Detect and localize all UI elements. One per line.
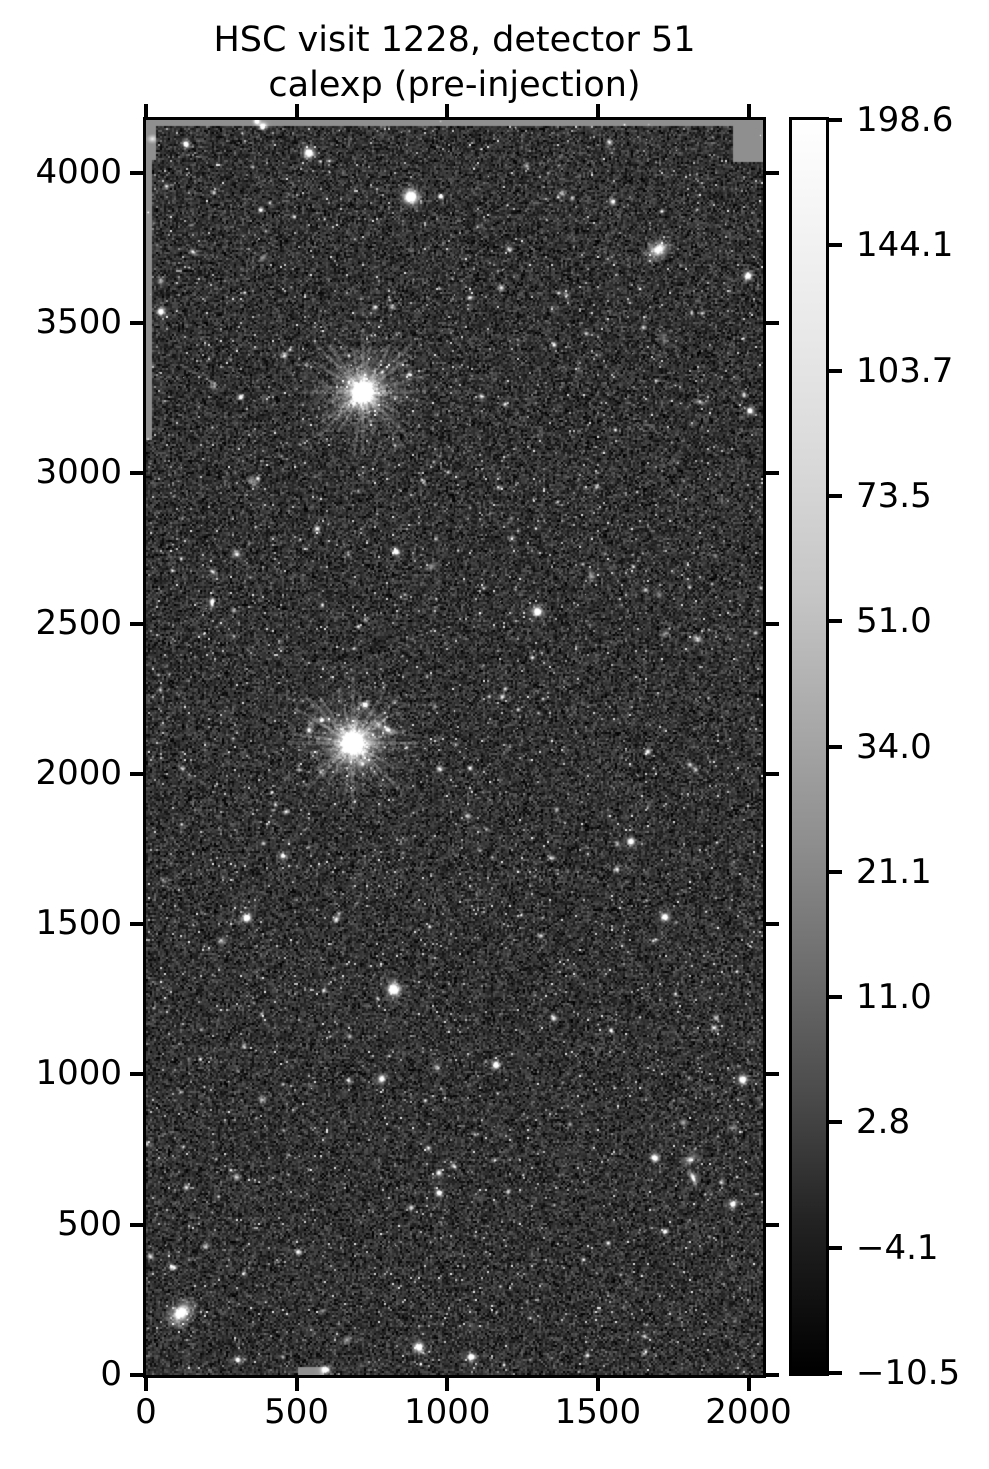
colorbar-tick-label: 198.6 [856,100,954,140]
y-tick-right [766,321,779,326]
colorbar-tick-label: −10.5 [856,1353,961,1393]
y-tick-label: 3000 [35,452,122,493]
x-tick [746,1378,751,1391]
y-tick-right [766,1373,779,1377]
x-tick [294,1378,299,1391]
colorbar-tick-label: 2.8 [856,1102,911,1143]
colorbar-tick [829,995,842,1000]
x-tick-top [144,104,148,117]
y-tick [130,621,143,626]
y-tick-label: 4000 [35,151,122,192]
colorbar-tick-label: 144.1 [856,225,954,266]
y-tick-label: 2000 [35,752,122,793]
x-tick [445,1378,450,1391]
x-tick-top [445,104,450,117]
y-tick-right [766,922,779,927]
colorbar-tick [829,493,842,498]
x-tick-top [595,104,600,117]
y-tick-right [766,1072,779,1077]
y-tick-right [766,471,779,476]
y-tick [130,922,143,927]
x-tick-label: 500 [264,1392,330,1432]
plot-title-line2: calexp (pre-injection) [268,65,641,105]
plot-title: HSC visit 1228, detector 51 calexp (pre-… [146,18,763,108]
y-tick-right [766,1222,779,1227]
colorbar-tick [829,118,842,122]
y-tick-right [766,170,779,175]
colorbar-gradient [792,120,826,1373]
y-tick [130,170,143,175]
x-tick-top [746,104,751,117]
y-tick [130,1072,143,1077]
colorbar-tick [829,243,842,248]
colorbar-tick [829,368,842,373]
x-tick-label: 2000 [705,1392,792,1432]
plot-title-line1: HSC visit 1228, detector 51 [213,20,696,60]
colorbar-tick-label: −4.1 [856,1227,939,1268]
colorbar-tick [829,1371,842,1375]
colorbar-tick [829,744,842,749]
colorbar [789,117,829,1376]
x-tick-label: 1000 [404,1392,491,1432]
x-tick [595,1378,600,1391]
y-tick-label: 500 [57,1203,122,1244]
x-tick-top [294,104,299,117]
x-tick-label: 0 [135,1392,157,1432]
calexp-image-canvas [146,120,763,1375]
colorbar-tick-label: 51.0 [856,601,932,642]
y-tick [130,471,143,476]
colorbar-tick-label: 73.5 [856,475,932,516]
colorbar-tick-label: 103.7 [856,350,954,391]
y-tick-label: 1000 [35,1053,122,1094]
y-tick [130,771,143,776]
y-tick [130,321,143,326]
y-tick-right [766,771,779,776]
y-tick-label: 0 [100,1354,122,1394]
x-tick [144,1378,148,1391]
y-tick-label: 2500 [35,602,122,643]
y-tick-right [766,621,779,626]
colorbar-tick-label: 21.1 [856,851,932,892]
y-tick [130,1222,143,1227]
y-tick-label: 3500 [35,302,122,343]
colorbar-tick [829,619,842,624]
colorbar-tick-label: 11.0 [856,977,932,1018]
colorbar-tick-label: 34.0 [856,726,932,767]
y-tick [130,1373,143,1377]
x-tick-label: 1500 [554,1392,642,1432]
colorbar-tick [829,869,842,874]
colorbar-tick [829,1120,842,1125]
colorbar-tick [829,1245,842,1250]
y-tick-label: 1500 [35,903,122,944]
